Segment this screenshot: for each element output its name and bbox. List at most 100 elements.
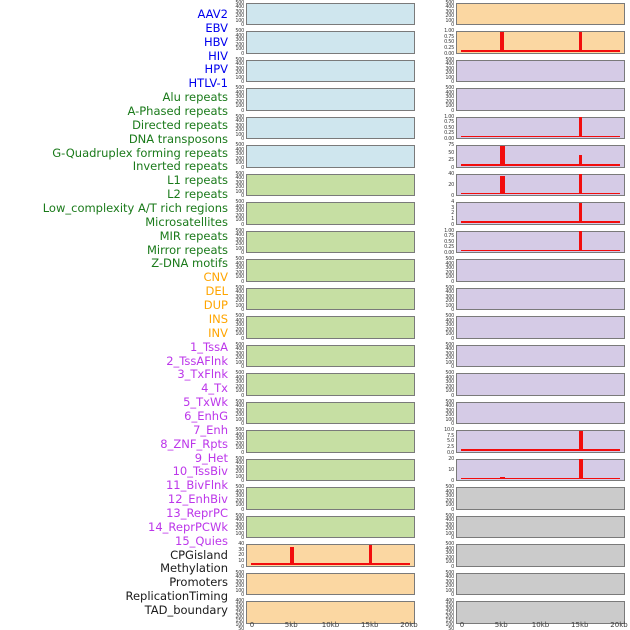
track-panel-l1-repeats bbox=[246, 344, 415, 367]
y-tick-label: 0 bbox=[241, 335, 244, 342]
y-tick-label: 0 bbox=[241, 449, 244, 456]
track-label-alu-repeats: Alu repeats bbox=[162, 90, 228, 105]
y-tick-label: 200 bbox=[235, 155, 244, 162]
y-tick-label: 75 bbox=[448, 142, 454, 148]
track-panel-promoters bbox=[456, 544, 625, 567]
y-tick-label: 200 bbox=[445, 526, 454, 532]
y-tick-label: 200 bbox=[235, 326, 244, 333]
y-tick-label: 200 bbox=[235, 13, 244, 19]
track-label-g-quadruplex-forming-repeats: G-Quadruplex forming repeats bbox=[52, 145, 228, 160]
y-tick-label: 300 bbox=[445, 65, 454, 72]
y-tick-label: 200 bbox=[235, 98, 244, 105]
track-label-12-enhbiv: 12_EnhBiv bbox=[167, 492, 228, 507]
y-tick-label: 500 bbox=[235, 569, 244, 576]
y-tick-label: 200 bbox=[235, 614, 244, 620]
track-label-5-txwk: 5_TxWk bbox=[183, 395, 228, 410]
track-label-cnv: CNV bbox=[203, 270, 229, 285]
y-tick-label: 100 bbox=[445, 103, 454, 109]
track-label-11-bivflnk: 11_BivFlnk bbox=[165, 478, 228, 493]
y-tick-label: 300 bbox=[235, 436, 244, 442]
track-label-9-het: 9_Het bbox=[194, 450, 228, 465]
x-tick-label-left-20kb: 20kb bbox=[400, 621, 418, 629]
track-panel-low-complexity-a-t-rich-regions bbox=[246, 401, 415, 424]
signal-spike-inv-15kb bbox=[579, 31, 583, 52]
y-tick-label: 0 bbox=[241, 506, 244, 513]
signal-baseline bbox=[461, 135, 620, 137]
y-tick-label: 300 bbox=[235, 350, 244, 357]
y-tick-label: 200 bbox=[445, 614, 454, 620]
y-tick-label: 4 bbox=[451, 199, 454, 205]
y-tick-label: 0 bbox=[241, 307, 244, 313]
track-panel-dna-transposons bbox=[246, 259, 415, 282]
y-tick-label: 300 bbox=[445, 521, 454, 528]
y-tick-label: 100 bbox=[235, 302, 244, 309]
y-tick-label: 300 bbox=[445, 8, 454, 15]
y-axis-ticks-directed-repeats: 500 400 300 200 100 0 bbox=[224, 228, 244, 256]
track-panel-mir-repeats bbox=[246, 458, 415, 481]
y-axis-ticks-hbv: 500 400 300 200 100 0 bbox=[224, 56, 244, 85]
y-tick-label: 400 bbox=[235, 260, 244, 267]
signal-spike-15-quies-15kb bbox=[578, 459, 583, 479]
track-label-13-reprpc: 13_ReprPC bbox=[166, 505, 228, 520]
y-tick-label: 500 bbox=[235, 370, 244, 376]
y-tick-label: 500 bbox=[235, 56, 244, 63]
track-panel-3-txflnk bbox=[456, 116, 625, 139]
y-tick-label: 0 bbox=[451, 506, 454, 513]
y-tick-label: 500 bbox=[235, 28, 244, 34]
y-tick-label: 0 bbox=[451, 307, 454, 313]
y-tick-label: 400 bbox=[445, 4, 454, 10]
y-tick-label: 400 bbox=[235, 289, 244, 295]
y-tick-label: 400 bbox=[445, 260, 454, 267]
y-tick-label: 300 bbox=[235, 179, 244, 186]
track-panel-cnv bbox=[246, 544, 415, 567]
y-tick-label: 500 bbox=[235, 341, 244, 348]
y-tick-label: 200 bbox=[235, 70, 244, 76]
y-tick-label: 500 bbox=[445, 484, 454, 490]
y-tick-label: 200 bbox=[445, 583, 454, 589]
y-axis-ticks-replicationtiming: 500 400 300 200 100 0 bbox=[434, 570, 454, 598]
signal-spike-cnv-15kb bbox=[369, 544, 373, 565]
y-tick-label: 500 bbox=[235, 484, 244, 490]
y-tick-label: 200 bbox=[235, 241, 244, 247]
signal-baseline bbox=[461, 449, 620, 451]
y-axis-ticks-9-het: 500 400 300 200 100 0 bbox=[434, 285, 454, 313]
y-tick-label: 400 bbox=[235, 374, 244, 381]
track-panel-a-phased-repeats bbox=[246, 202, 415, 225]
y-tick-label: 0 bbox=[451, 79, 454, 85]
y-tick-label: 500 bbox=[445, 85, 454, 91]
track-label-6-enhg: 6_EnhG bbox=[184, 408, 228, 423]
y-tick-label: 40 bbox=[238, 541, 244, 547]
y-tick-label: 500 bbox=[235, 199, 244, 205]
y-axis-ticks-10-tssbiv: 500 400 300 200 100 0 bbox=[434, 314, 454, 342]
track-label-inverted-repeats: Inverted repeats bbox=[132, 159, 228, 174]
y-tick-label: 0 bbox=[241, 592, 244, 598]
y-tick-label: 200 bbox=[445, 98, 454, 105]
y-axis-ticks-11-bivflnk: 500 400 300 200 100 0 bbox=[434, 342, 454, 370]
y-tick-label: 40 bbox=[448, 170, 454, 177]
y-axis-ticks-del: 500 400 300 200 100 0 bbox=[224, 569, 244, 598]
track-panel-directed-repeats bbox=[246, 230, 415, 253]
y-tick-label: 30 bbox=[238, 546, 244, 553]
y-axis-ticks-hiv: 500 400 300 200 100 0 bbox=[224, 86, 244, 114]
signal-spike-14-reprpcwk-15kb bbox=[578, 430, 583, 451]
signal-baseline bbox=[251, 563, 410, 565]
y-tick-label: 300 bbox=[235, 94, 244, 100]
y-tick-label: 200 bbox=[235, 127, 244, 133]
track-panel-alu-repeats bbox=[246, 173, 415, 196]
y-axis-ticks-12-enhbiv: 500 400 300 200 100 0 bbox=[434, 371, 454, 399]
track-panel-microsatellites bbox=[246, 430, 415, 453]
y-tick-label: 200 bbox=[445, 13, 454, 19]
y-tick-label: 400 bbox=[235, 574, 244, 580]
track-label-methylation: Methylation bbox=[160, 561, 228, 576]
y-axis-ticks-cpgisland: 500 400 300 200 100 0 bbox=[434, 484, 454, 513]
y-axis-ticks-5-txwk: 40 20 0 bbox=[434, 170, 454, 199]
y-tick-label: 0 bbox=[451, 535, 454, 541]
track-panel-inverted-repeats bbox=[246, 316, 415, 339]
track-panel-del bbox=[246, 572, 415, 595]
y-axis-ticks-inv: 1.00 0.75 0.50 0.25 0.00 bbox=[434, 29, 454, 57]
y-tick-label: 300 bbox=[445, 550, 454, 556]
track-panel-methylation bbox=[456, 515, 625, 538]
y-tick-label: 200 bbox=[445, 70, 454, 76]
